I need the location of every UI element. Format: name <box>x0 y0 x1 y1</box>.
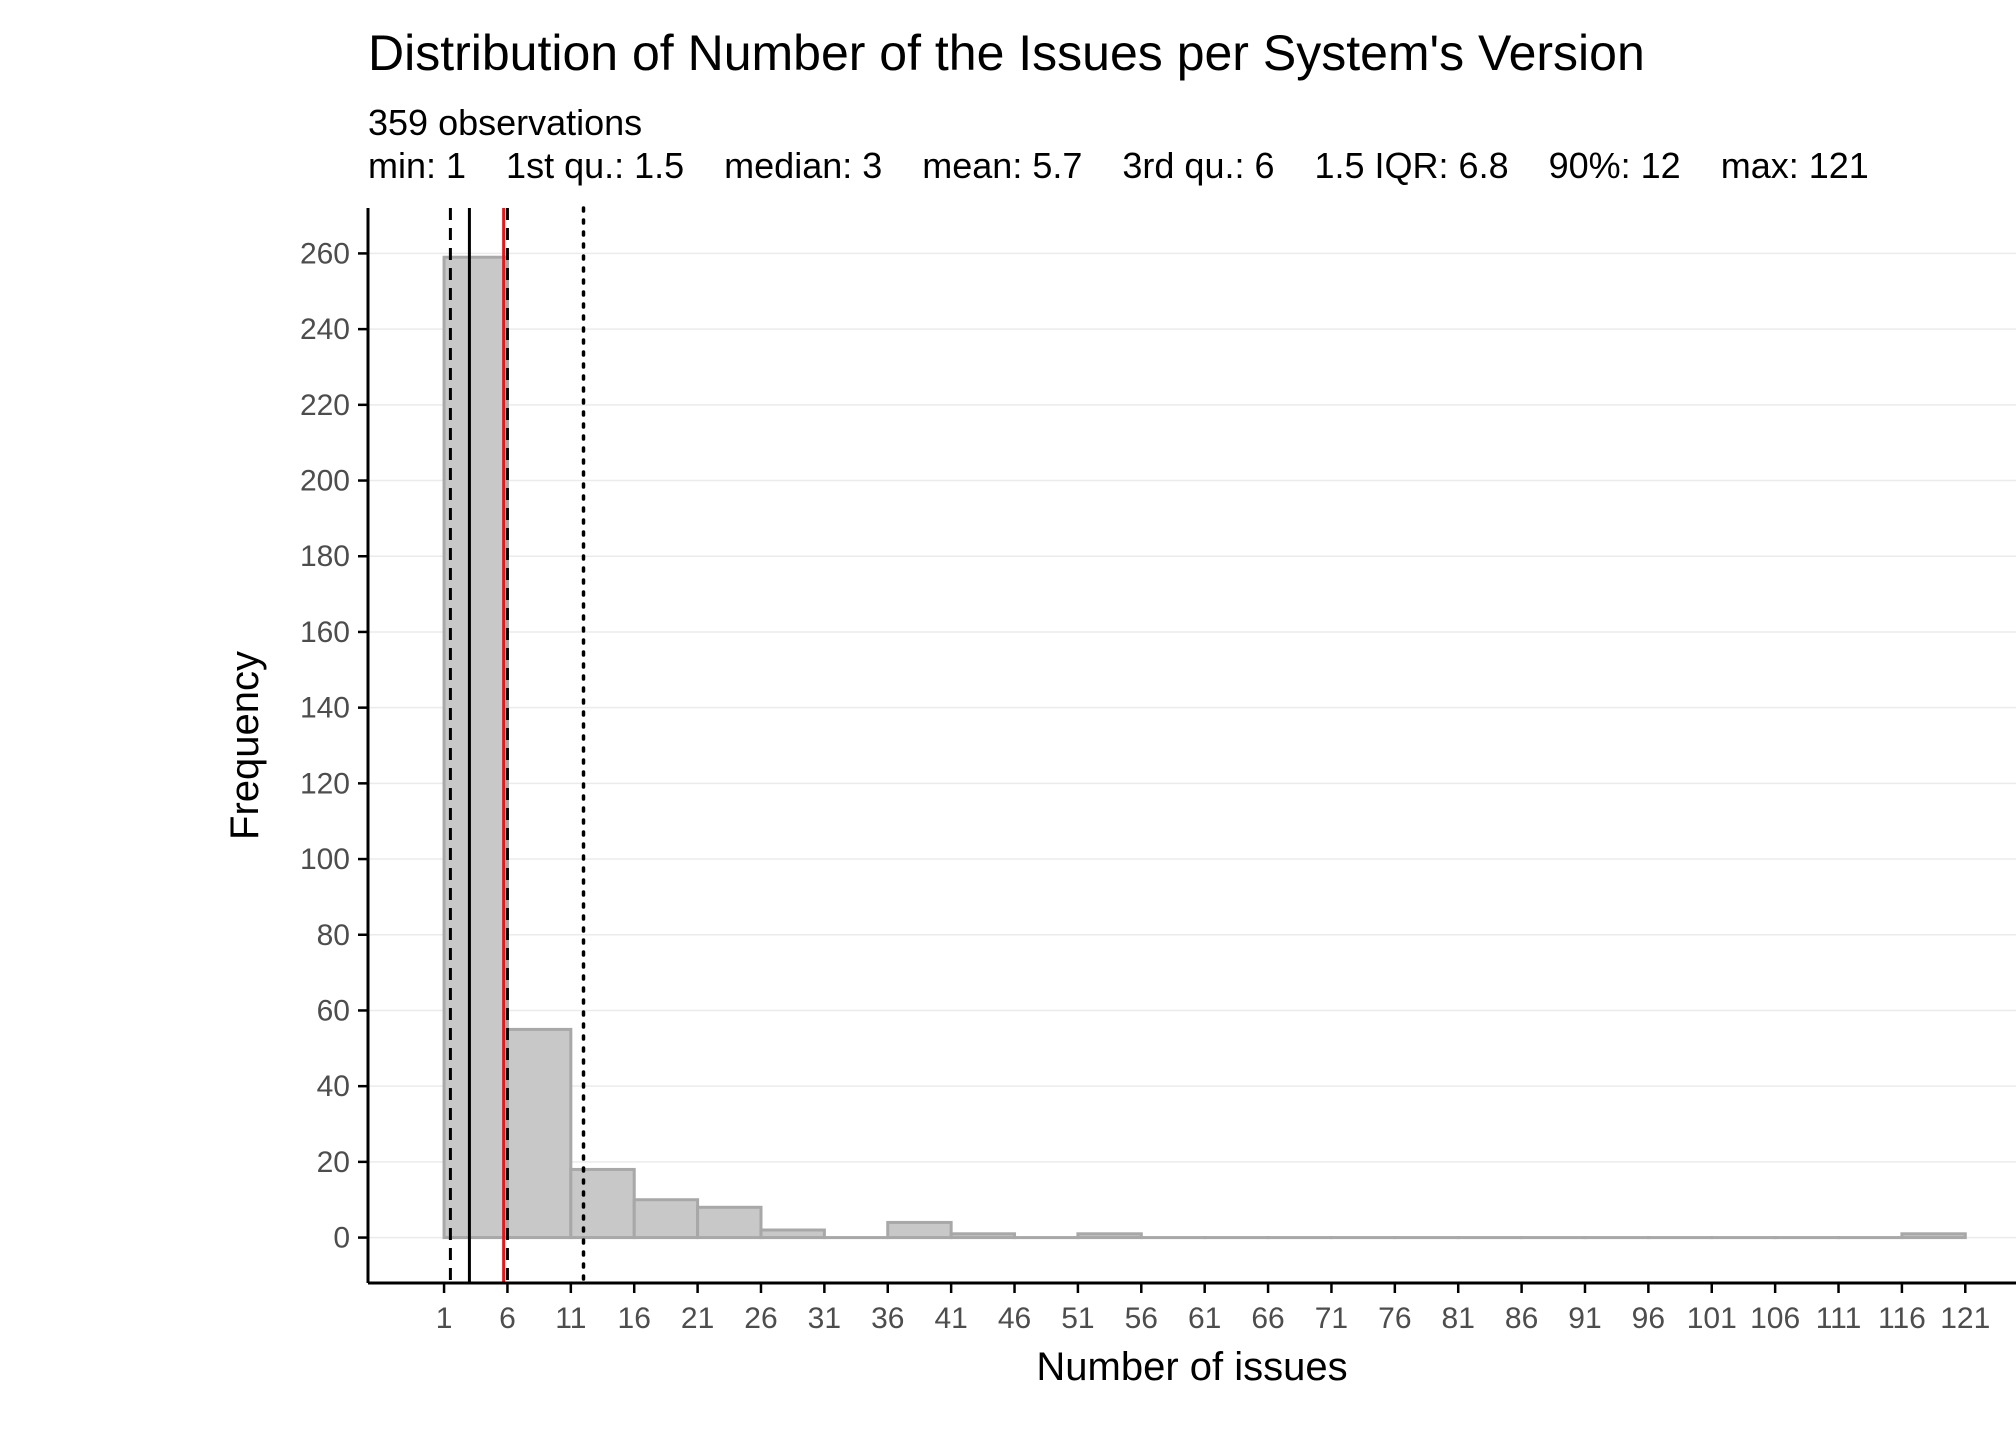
histogram-bar-6 <box>505 1027 573 1240</box>
x-tick-label-96: 96 <box>1632 1302 1665 1335</box>
y-tick-label-120: 120 <box>300 767 350 800</box>
y-tick-label-100: 100 <box>300 843 350 876</box>
y-tick-label-80: 80 <box>317 919 350 952</box>
x-tick-label-16: 16 <box>618 1302 651 1335</box>
x-tick-label-116: 116 <box>1878 1302 1926 1335</box>
x-tick-label-101: 101 <box>1687 1302 1737 1335</box>
x-tick-label-61: 61 <box>1188 1302 1221 1335</box>
x-tick-label-81: 81 <box>1442 1302 1475 1335</box>
chart-subtitle-summary-stats: min: 1 1st qu.: 1.5 median: 3 mean: 5.7 … <box>368 145 1869 186</box>
y-tick-label-0: 0 <box>333 1222 350 1255</box>
x-tick-label-106: 106 <box>1750 1302 1800 1335</box>
histogram-bar-1 <box>442 255 509 1240</box>
x-tick-label-91: 91 <box>1568 1302 1601 1335</box>
x-tick-label-11: 11 <box>555 1302 586 1335</box>
histogram-bar-36 <box>886 1220 953 1240</box>
chart-title: Distribution of Number of the Issues per… <box>368 25 1645 81</box>
histogram-bar-11 <box>569 1167 636 1240</box>
x-tick-label-51: 51 <box>1061 1302 1094 1335</box>
y-tick-label-140: 140 <box>300 692 350 725</box>
x-tick-label-56: 56 <box>1125 1302 1158 1335</box>
x-axis-title: Number of issues <box>1036 1345 1347 1389</box>
histogram-bar-51 <box>1076 1232 1143 1240</box>
y-tick-label-220: 220 <box>300 389 350 422</box>
y-tick-label-180: 180 <box>300 540 350 573</box>
y-tick-label-160: 160 <box>300 616 350 649</box>
x-tick-label-71: 71 <box>1315 1302 1348 1335</box>
chart-subtitle-observations: 359 observations <box>368 102 643 143</box>
histogram-bar-16 <box>632 1198 700 1240</box>
y-tick-label-240: 240 <box>300 313 350 346</box>
y-tick-label-260: 260 <box>300 237 350 270</box>
x-tick-label-76: 76 <box>1378 1302 1411 1335</box>
x-tick-label-86: 86 <box>1505 1302 1538 1335</box>
histogram-bar-21 <box>696 1205 763 1240</box>
y-tick-label-60: 60 <box>317 994 350 1027</box>
histogram-bar-116 <box>1900 1232 1967 1240</box>
x-tick-label-41: 41 <box>934 1302 967 1335</box>
x-tick-label-36: 36 <box>871 1302 904 1335</box>
axes <box>366 208 2016 1285</box>
x-tick-label-31: 31 <box>808 1302 841 1335</box>
x-tick-label-46: 46 <box>998 1302 1031 1335</box>
x-tick-label-111: 111 <box>1816 1302 1862 1335</box>
histogram-bars <box>442 255 1967 1240</box>
y-tick-label-40: 40 <box>317 1070 350 1103</box>
x-tick-label-1: 1 <box>436 1302 453 1335</box>
y-tick-label-200: 200 <box>300 465 350 498</box>
y-axis-title: Frequency <box>223 651 267 840</box>
histogram-bar-26 <box>759 1228 826 1240</box>
x-tick-label-26: 26 <box>744 1302 777 1335</box>
x-tick-label-66: 66 <box>1251 1302 1284 1335</box>
x-tick-label-21: 21 <box>681 1302 714 1335</box>
histogram-bar-41 <box>949 1232 1017 1240</box>
reference-lines <box>448 206 586 1285</box>
y-tick-label-20: 20 <box>317 1146 350 1179</box>
gridlines <box>368 252 2016 1239</box>
x-tick-label-121: 121 <box>1940 1302 1990 1335</box>
x-tick-label-6: 6 <box>499 1302 516 1335</box>
